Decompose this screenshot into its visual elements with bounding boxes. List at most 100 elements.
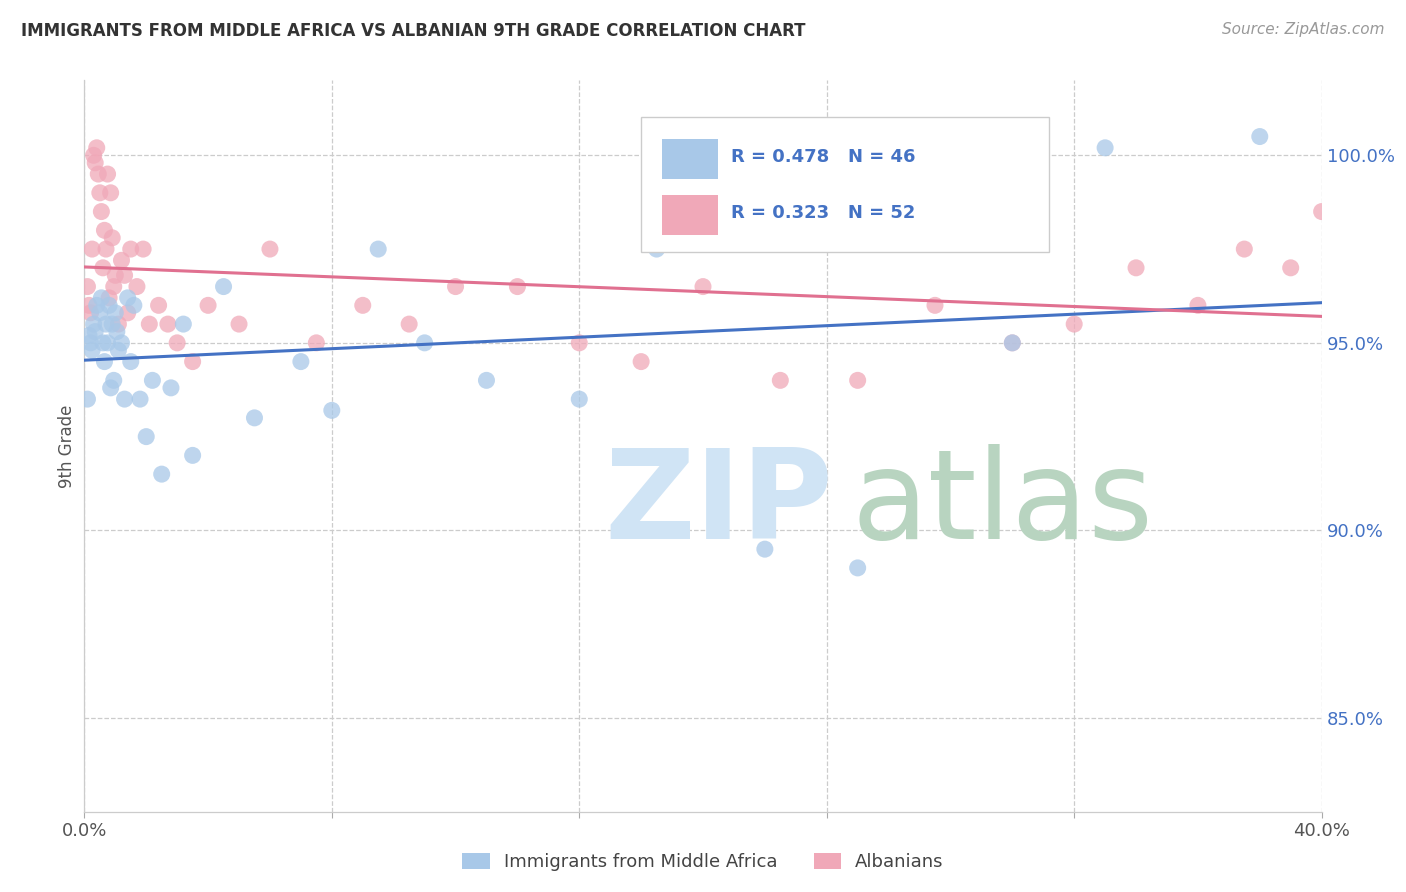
Text: ZIP: ZIP (605, 444, 832, 565)
Point (1187, 298, 1209, 312)
Text: Source: ZipAtlas.com: Source: ZipAtlas.com (1222, 22, 1385, 37)
Point (100, 186, 122, 200)
Point (769, 373, 792, 387)
Bar (662, 139, 718, 179)
Point (1279, 260, 1302, 275)
Point (82, 343, 104, 358)
Point (104, 268, 127, 283)
Point (114, 268, 136, 283)
Point (77, 328, 100, 343)
Point (97, 167, 120, 181)
Text: atlas: atlas (852, 444, 1153, 565)
Point (1001, 335, 1024, 350)
Point (90, 204, 112, 219)
Point (91, 260, 114, 275)
Point (367, 242, 389, 256)
Point (82, 242, 104, 256)
Point (122, 298, 145, 312)
Point (138, 317, 160, 331)
Point (398, 317, 420, 331)
Point (166, 335, 188, 350)
Point (506, 279, 529, 293)
Point (76, 279, 98, 293)
Point (77, 298, 100, 312)
Point (132, 242, 155, 256)
Point (90, 291, 112, 305)
Y-axis label: 9th Grade: 9th Grade (58, 404, 76, 488)
Point (94, 242, 117, 256)
Point (568, 392, 591, 406)
Point (98, 298, 121, 312)
Legend: Immigrants from Middle Africa, Albanians: Immigrants from Middle Africa, Albanians (456, 846, 950, 879)
Point (413, 335, 436, 350)
Point (120, 354, 142, 368)
Point (846, 561, 869, 575)
Point (79, 335, 101, 350)
Point (101, 317, 124, 331)
Point (259, 242, 281, 256)
Point (110, 253, 132, 268)
Point (114, 392, 136, 406)
Point (141, 373, 163, 387)
Point (1001, 335, 1024, 350)
Point (110, 335, 132, 350)
Text: R = 0.323   N = 52: R = 0.323 N = 52 (731, 204, 915, 222)
Point (181, 354, 204, 368)
Point (568, 335, 591, 350)
Point (243, 410, 266, 425)
Point (103, 373, 125, 387)
Point (125, 279, 148, 293)
Point (84, 325, 107, 339)
Point (160, 381, 183, 395)
Point (76, 392, 98, 406)
Point (444, 279, 467, 293)
Point (212, 279, 235, 293)
Text: R = 0.478   N = 46: R = 0.478 N = 46 (731, 148, 915, 166)
Point (104, 306, 127, 320)
Point (120, 242, 142, 256)
Point (97, 335, 120, 350)
Point (135, 429, 157, 443)
Point (117, 306, 139, 320)
Point (94, 317, 117, 331)
Point (1125, 260, 1147, 275)
Point (1249, 129, 1271, 144)
Point (89, 186, 111, 200)
Point (1063, 317, 1085, 331)
Point (107, 317, 129, 331)
Point (1094, 141, 1116, 155)
Point (79, 306, 101, 320)
Point (156, 317, 179, 331)
Point (84, 156, 107, 170)
Point (305, 335, 328, 350)
Point (290, 354, 312, 368)
Point (692, 279, 714, 293)
Point (83, 317, 105, 331)
Point (645, 242, 668, 256)
Point (100, 381, 122, 395)
Point (129, 392, 152, 406)
Point (98, 291, 121, 305)
Point (630, 354, 652, 368)
Point (181, 449, 204, 463)
Point (89, 306, 111, 320)
Point (87, 167, 110, 181)
Point (754, 542, 776, 557)
Point (172, 317, 194, 331)
Point (924, 298, 946, 312)
Point (321, 403, 343, 417)
Point (83, 148, 105, 162)
Point (846, 373, 869, 387)
Point (103, 279, 125, 293)
Point (93, 354, 115, 368)
Point (475, 373, 498, 387)
Bar (662, 195, 718, 235)
Point (150, 467, 173, 482)
Point (86, 298, 108, 312)
Text: IMMIGRANTS FROM MIDDLE AFRICA VS ALBANIAN 9TH GRADE CORRELATION CHART: IMMIGRANTS FROM MIDDLE AFRICA VS ALBANIA… (21, 22, 806, 40)
Point (1233, 242, 1256, 256)
Point (86, 141, 108, 155)
Point (91, 335, 114, 350)
Point (1310, 204, 1333, 219)
Point (148, 298, 170, 312)
